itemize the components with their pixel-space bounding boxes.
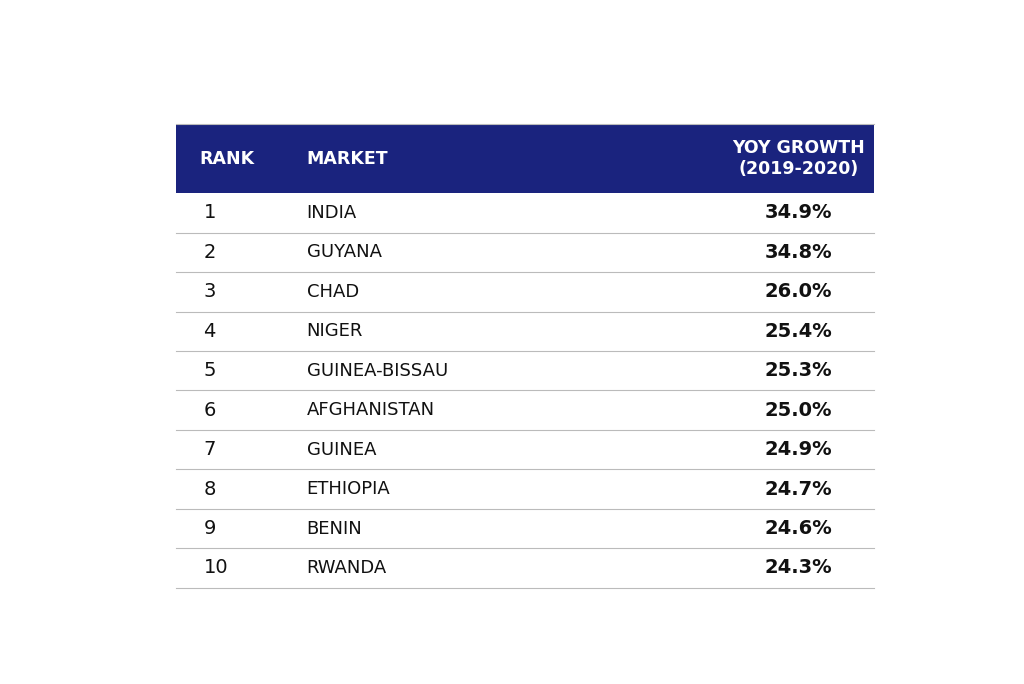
Text: 24.3%: 24.3% bbox=[765, 558, 833, 577]
Text: 10: 10 bbox=[204, 558, 228, 577]
Text: CHAD: CHAD bbox=[306, 283, 358, 301]
Text: 34.9%: 34.9% bbox=[765, 203, 833, 222]
Bar bbox=[176, 509, 873, 549]
Text: 24.7%: 24.7% bbox=[765, 479, 833, 499]
Text: 25.3%: 25.3% bbox=[765, 361, 833, 380]
Text: BENIN: BENIN bbox=[306, 520, 362, 538]
Text: RWANDA: RWANDA bbox=[306, 559, 387, 577]
Text: MARKET: MARKET bbox=[306, 150, 388, 168]
Text: 24.6%: 24.6% bbox=[765, 519, 833, 538]
Bar bbox=[176, 272, 873, 312]
Text: GUINEA-BISSAU: GUINEA-BISSAU bbox=[306, 362, 447, 380]
Text: 24.9%: 24.9% bbox=[765, 440, 833, 459]
Bar bbox=[176, 312, 873, 351]
Text: 25.4%: 25.4% bbox=[765, 321, 833, 341]
Text: 26.0%: 26.0% bbox=[765, 282, 833, 302]
Text: 2: 2 bbox=[204, 243, 216, 262]
Text: INDIA: INDIA bbox=[306, 204, 356, 222]
Bar bbox=[176, 549, 873, 588]
Bar bbox=[176, 430, 873, 469]
Bar bbox=[176, 351, 873, 391]
Text: ETHIOPIA: ETHIOPIA bbox=[306, 480, 390, 498]
Bar bbox=[176, 194, 873, 233]
Text: RANK: RANK bbox=[200, 150, 255, 168]
Text: 8: 8 bbox=[204, 479, 216, 499]
Text: GUYANA: GUYANA bbox=[306, 244, 382, 261]
Text: NIGER: NIGER bbox=[306, 322, 362, 341]
Text: 25.0%: 25.0% bbox=[765, 401, 833, 420]
Text: 6: 6 bbox=[204, 401, 216, 420]
Bar bbox=[176, 469, 873, 509]
Bar bbox=[176, 391, 873, 430]
Bar bbox=[176, 124, 873, 194]
Text: 9: 9 bbox=[204, 519, 216, 538]
Text: YOY GROWTH
(2019-2020): YOY GROWTH (2019-2020) bbox=[732, 140, 865, 178]
Text: GUINEA: GUINEA bbox=[306, 440, 376, 459]
Text: 7: 7 bbox=[204, 440, 216, 459]
Text: 5: 5 bbox=[204, 361, 216, 380]
Text: AFGHANISTAN: AFGHANISTAN bbox=[306, 402, 434, 419]
Text: 4: 4 bbox=[204, 321, 216, 341]
Text: 34.8%: 34.8% bbox=[765, 243, 833, 262]
Text: 3: 3 bbox=[204, 282, 216, 302]
Text: 1: 1 bbox=[204, 203, 216, 222]
Bar bbox=[176, 233, 873, 272]
